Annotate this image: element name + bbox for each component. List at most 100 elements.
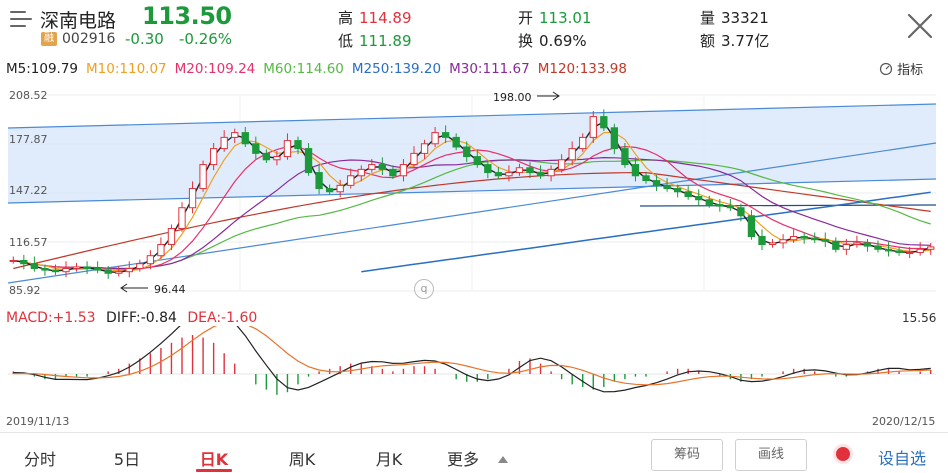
close-icon[interactable] [906, 12, 934, 40]
active-tab-underline [196, 469, 232, 472]
stock-code: 002916 [62, 31, 116, 47]
current-price: 113.50 [142, 2, 232, 30]
chips-button[interactable]: 筹码 [651, 439, 723, 471]
record-dot-icon[interactable] [836, 447, 850, 461]
candle-body [821, 239, 829, 242]
diff-value: DIFF:-0.84 [106, 310, 177, 326]
candle-body [262, 152, 271, 161]
candle-body [789, 236, 798, 241]
ma30-line [13, 156, 931, 270]
candle-body [347, 175, 355, 186]
draw-line-button[interactable]: 画线 [735, 439, 807, 471]
ma20-line [13, 145, 931, 271]
candle-body [557, 159, 566, 170]
watermark-icon: q [414, 279, 434, 299]
candle-body [104, 269, 112, 274]
ma120-line [13, 172, 931, 270]
tab-daily-k[interactable]: 日K [199, 450, 229, 469]
candle-body [684, 191, 692, 198]
candle-body [294, 140, 302, 150]
candle-body [389, 168, 397, 177]
candle-body [579, 136, 587, 150]
candle-body [842, 244, 851, 250]
candle-body [378, 164, 387, 170]
macd-chart[interactable] [0, 326, 948, 414]
tab-monthly-k[interactable]: 月K [375, 450, 403, 469]
candle-body [610, 127, 619, 150]
stock-name: 深南电路 [40, 10, 117, 32]
candle-body [811, 237, 819, 241]
candle-body [895, 250, 903, 254]
candle-body [325, 188, 334, 193]
candle-body [621, 148, 629, 166]
tab-weekly-k[interactable]: 周K [288, 450, 316, 469]
candle-body [136, 263, 144, 269]
candle-body [209, 148, 218, 166]
candle-body [41, 267, 49, 271]
candle-body [452, 136, 460, 148]
support-trend-line [7, 142, 937, 284]
candle-body [178, 207, 186, 230]
ma60-label: M60:114.60 [263, 61, 344, 77]
stat-high: 高 114.89 [338, 9, 412, 27]
price-tick-5: 85.92 [9, 284, 41, 297]
end-date: 2020/12/15 [872, 415, 936, 428]
candle-body [874, 245, 882, 250]
self-select-button[interactable]: 设自选 [878, 449, 927, 468]
stat-low: 低 111.89 [338, 32, 412, 50]
triangle-up-icon [498, 456, 509, 463]
high-marker-label: 198.00 [493, 91, 532, 104]
candle-body [51, 269, 60, 273]
candle-body [642, 175, 650, 182]
candle-body [9, 259, 17, 262]
candle-body [72, 266, 81, 269]
start-date: 2019/11/13 [6, 415, 70, 428]
dea-line [13, 326, 931, 386]
candle-body [30, 263, 39, 269]
candle-body [927, 246, 935, 250]
indicator-button[interactable]: 指标 [879, 59, 923, 78]
candle-body [916, 248, 924, 254]
candle-body [484, 164, 492, 174]
tab-more[interactable]: 更多 [447, 446, 527, 470]
candle-body [146, 255, 155, 265]
candle-body [231, 132, 239, 138]
dea-value: DEA:-1.60 [187, 310, 258, 326]
candle-body [441, 132, 450, 138]
candle-body [853, 242, 861, 246]
price-change: -0.30 [125, 30, 164, 48]
candle-body [673, 188, 682, 193]
ma-legend: M5:109.79 M10:110.07 M20:109.24 M60:114.60 M… [6, 61, 635, 77]
candle-body [536, 172, 545, 177]
candle-body [758, 236, 766, 246]
bottom-divider [0, 432, 948, 433]
candle-body [431, 132, 439, 145]
candle-body [188, 188, 197, 209]
candle-body [695, 196, 703, 201]
candle-body [93, 267, 102, 271]
candle-body [115, 271, 123, 274]
tab-intraday[interactable]: 分时 [23, 450, 56, 469]
candle-body [420, 143, 429, 154]
trend-channel-fill [8, 104, 936, 203]
menu-icon[interactable] [10, 11, 32, 29]
ma30-label: M30:111.67 [449, 61, 530, 77]
candle-body [62, 267, 70, 273]
candle-body [252, 143, 260, 154]
low-marker-arrowhead [120, 283, 128, 293]
candle-body [167, 228, 176, 246]
channel-upper-line [7, 103, 937, 129]
candle-body [399, 164, 408, 177]
candle-body [800, 236, 808, 239]
tab-5day[interactable]: 5日 [113, 450, 141, 469]
candle-body [515, 167, 524, 174]
diff-line [13, 326, 931, 393]
ma120-label: M120:133.98 [537, 61, 627, 77]
candle-body [315, 172, 323, 190]
kline-chart[interactable] [0, 86, 948, 304]
tab-more-label: 更多 [447, 450, 480, 469]
candle-body [241, 132, 249, 145]
ma250-label: M250:139.20 [351, 61, 442, 77]
price-change-pct: -0.26% [179, 30, 233, 48]
candle-body [125, 267, 133, 273]
